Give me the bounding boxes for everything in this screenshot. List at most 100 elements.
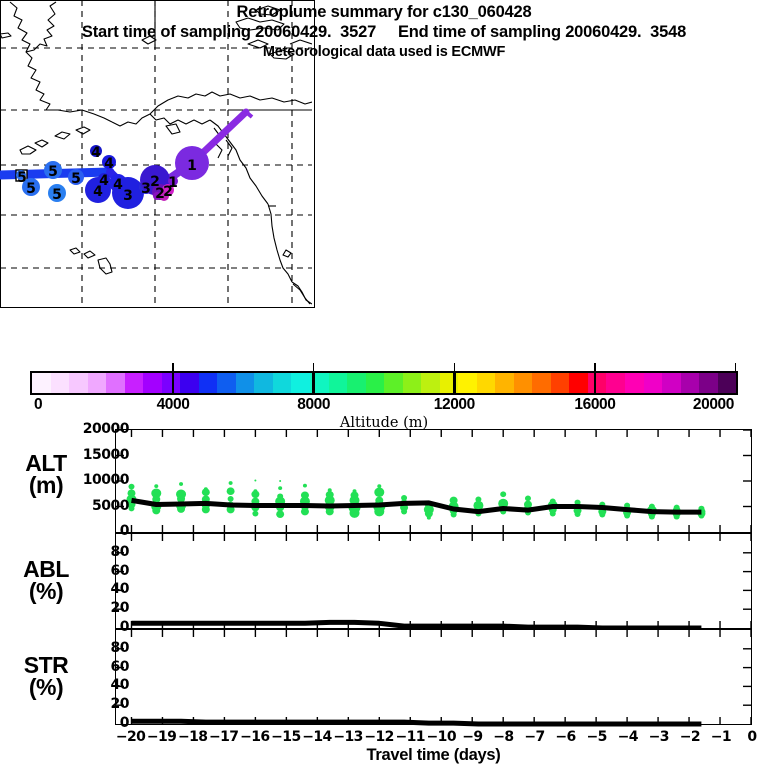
- x-tick-label: −5: [586, 729, 607, 745]
- colorbar-swatch: [476, 373, 496, 393]
- header-block: Retroplume summary for c130_060428 Start…: [0, 2, 768, 62]
- y-tick-label: 80: [110, 543, 130, 560]
- x-tick-label: −16: [240, 729, 270, 745]
- colorbar-swatch: [106, 373, 125, 393]
- x-tick-label: −8: [493, 729, 514, 745]
- colorbar-axis-title: Altitude (m): [339, 415, 429, 431]
- colorbar-tick-label: 12000: [433, 396, 476, 413]
- colorbar-tick: [594, 363, 596, 371]
- colorbar-swatch: [717, 373, 737, 393]
- cluster-marker-labels: 5 5 5 5 5 4 4 4 4 4 3 3 2 2 2 1 1: [17, 145, 197, 204]
- x-tick-label: −6: [555, 729, 576, 745]
- colorbar-tick-label: 4000: [156, 396, 190, 413]
- svg-text:4: 4: [93, 184, 103, 200]
- colorbar-tick-label: 20000: [692, 396, 735, 413]
- x-tick-label: −1: [710, 729, 732, 745]
- colorbar-swatch: [458, 373, 477, 393]
- colorbar-swatch: [235, 373, 255, 393]
- y-tick-label: 5000: [92, 497, 129, 514]
- x-tick-label: −11: [395, 729, 425, 745]
- met-data-line: Meteorological data used is ECMWF: [262, 44, 506, 60]
- colorbar-swatch: [569, 373, 588, 393]
- x-tick-label: −2: [679, 729, 701, 745]
- svg-text:3: 3: [123, 188, 133, 204]
- x-tick-label: 0: [747, 729, 757, 745]
- colorbar-swatch: [161, 373, 181, 393]
- trajectory-arrow-icon: [239, 110, 254, 120]
- panel-label-alt: ALT (m): [8, 450, 84, 497]
- colorbar-swatch: [272, 373, 292, 393]
- altitude-scatter-cloud: [126, 479, 706, 520]
- map-canvas: 5 5 5 5 5 4 4 4 4 4 3 3 2 2 2 1 1: [0, 0, 312, 305]
- colorbar-swatch: [217, 373, 236, 393]
- colorbar-swatch: [513, 373, 533, 393]
- svg-text:4: 4: [104, 156, 114, 172]
- colorbar-swatch: [254, 373, 273, 393]
- panel-plot-abl: [116, 534, 752, 631]
- colorbar-swatch: [384, 373, 403, 393]
- x-tick-label: −4: [617, 729, 639, 745]
- colorbar-separator: [171, 371, 175, 395]
- svg-text:5: 5: [17, 170, 27, 186]
- svg-text:5: 5: [71, 171, 81, 187]
- x-tick-label: −10: [426, 729, 457, 745]
- colorbar-swatch: [495, 373, 514, 393]
- svg-text:5: 5: [26, 181, 36, 197]
- retroplume-map[interactable]: 5 5 5 5 5 4 4 4 4 4 3 3 2 2 2 1 1: [0, 0, 315, 308]
- colorbar-tick-label: 0: [34, 396, 43, 413]
- coastline-paths: [0, 1, 312, 305]
- altitude-colorbar[interactable]: [30, 371, 738, 395]
- panel-label-abl: ABL (%): [8, 558, 84, 604]
- colorbar-swatch: [143, 373, 162, 393]
- y-tick-label: 20: [110, 600, 130, 617]
- colorbar-swatch: [291, 373, 310, 393]
- y-tick-label: 0: [119, 715, 130, 731]
- x-tick-label: −13: [333, 729, 363, 745]
- colorbar-swatch: [198, 373, 218, 393]
- cluster-markers: [16, 145, 209, 209]
- x-tick-label: −14: [302, 729, 332, 745]
- chart-panel-alt[interactable]: [115, 429, 752, 533]
- x-tick-label: −20: [115, 729, 146, 745]
- chart-panel-str[interactable]: [115, 629, 752, 727]
- colorbar-swatch: [643, 373, 663, 393]
- svg-text:1: 1: [187, 158, 197, 174]
- svg-text:4: 4: [113, 177, 123, 193]
- y-tick-label: 60: [110, 658, 130, 675]
- x-tick-label: −3: [648, 729, 670, 745]
- colorbar-swatch: [606, 373, 625, 393]
- colorbar-swatch: [587, 373, 607, 393]
- colorbar-swatch: [699, 373, 718, 393]
- x-tick-label: −17: [209, 729, 239, 745]
- colorbar-tick-label: 8000: [297, 396, 331, 413]
- y-tick-label: 15000: [82, 446, 130, 463]
- colorbar-swatch: [180, 373, 199, 393]
- colorbar-swatch: [87, 373, 107, 393]
- colorbar-swatch: [625, 373, 644, 393]
- y-tick-label: 20000: [82, 421, 130, 437]
- chart-panel-abl[interactable]: [115, 533, 752, 631]
- y-tick-label: 80: [110, 639, 130, 656]
- x-tick-label: −18: [177, 729, 208, 745]
- y-tick-label: 40: [110, 677, 130, 694]
- x-tick-label: −9: [462, 729, 483, 745]
- colorbar-swatch: [662, 373, 681, 393]
- x-axis-title: Travel time (days): [366, 746, 501, 764]
- colorbar-swatch: [50, 373, 70, 393]
- colorbar-tick-label: 16000: [574, 396, 616, 413]
- colorbar-block: 0 4000 8000 12000 16000 20000 Altitude (m): [30, 363, 738, 431]
- panel-label-abl-line2: (%): [28, 578, 64, 604]
- colorbar-swatch: [365, 373, 385, 393]
- colorbar-separator: [312, 371, 315, 395]
- y-tick-label: 20: [110, 696, 130, 713]
- colorbar-separator: [593, 371, 597, 395]
- x-tick-label: −7: [524, 729, 545, 745]
- x-tick-label: −19: [146, 729, 177, 745]
- y-tick-label: 10000: [82, 472, 130, 488]
- colorbar-swatch: [32, 373, 51, 393]
- colorbar-swatch: [402, 373, 422, 393]
- y-tick-label: 40: [110, 581, 130, 598]
- sampling-time-line: Start time of sampling 20060429. 3527 En…: [81, 23, 687, 41]
- colorbar-tick: [312, 363, 315, 371]
- panel-label-alt-line1: ALT: [25, 450, 67, 476]
